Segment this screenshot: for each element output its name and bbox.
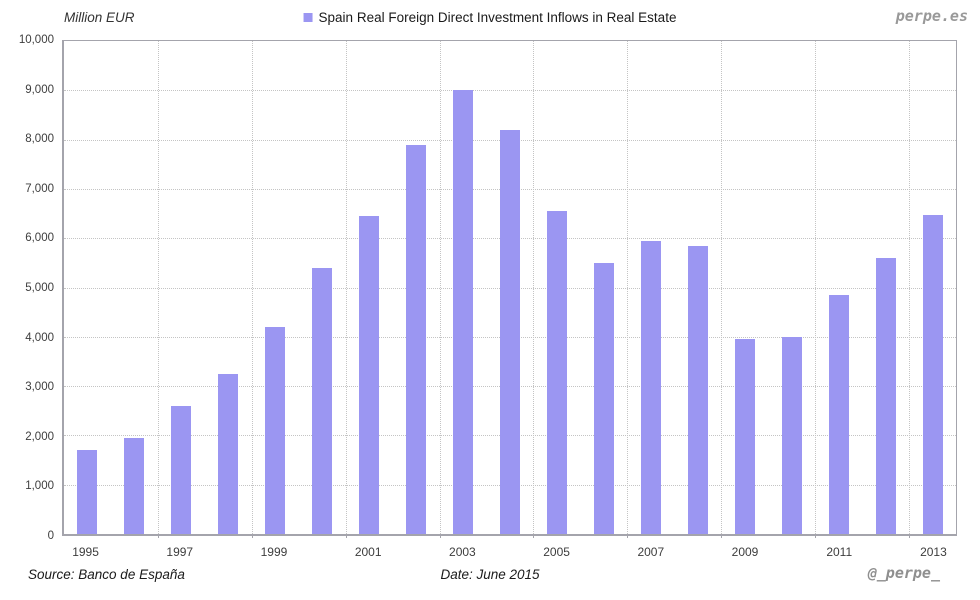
bar-1997 [171,405,192,534]
x-axis-tick [909,534,911,538]
bar-2009 [734,339,755,534]
x-axis-tick [815,534,817,538]
x-axis-tick [251,534,253,538]
x-axis-tick [721,534,723,538]
y-axis-label: 0 [47,530,54,542]
vertical-gridline [157,41,159,534]
date-note: Date: June 2015 [440,567,540,582]
x-axis-label: 2007 [637,545,665,559]
bar-2013 [922,215,943,534]
y-axis-unit-label: Million EUR [64,10,135,25]
y-axis-label: 9,000 [25,83,54,96]
y-axis-label: 2,000 [25,430,54,443]
y-axis-label: 4,000 [25,331,54,344]
bar-2011 [828,294,849,534]
bar-2008 [687,245,708,534]
bar-2004 [500,129,520,534]
bar-1996 [124,437,145,534]
x-axis-tick [439,534,441,538]
x-axis-label: 2013 [920,545,947,559]
legend-label: Spain Real Foreign Direct Investment Inf… [318,10,677,25]
y-axis-label: 8,000 [25,133,54,146]
vertical-gridline [345,41,347,534]
y-axis-label: 5,000 [25,282,54,294]
y-axis-label: 10,000 [18,34,54,46]
source-note: Source: Banco de España [28,567,185,582]
bar-2006 [593,262,614,534]
bar-2003 [453,90,474,534]
bar-2002 [406,144,427,534]
vertical-gridline [533,41,535,534]
x-axis-label: 2005 [543,545,570,559]
plot-area [62,40,957,538]
horizontal-gridline [64,90,956,92]
twitter-handle: @_perpe_ [867,564,940,582]
bar-2000 [312,267,333,534]
x-axis-tick [627,534,629,538]
vertical-gridline [721,41,723,534]
y-axis-label: 7,000 [25,182,54,195]
vertical-gridline [251,41,253,534]
x-axis-label: 2011 [826,545,853,559]
chart-legend: Spain Real Foreign Direct Investment Inf… [303,10,677,25]
y-axis-label: 6,000 [25,232,54,245]
bar-2001 [359,216,380,534]
vertical-gridline [815,41,817,534]
x-axis-tick [345,534,347,538]
bar-1999 [265,326,286,534]
bar-2010 [781,336,802,534]
y-axis-label: 3,000 [25,381,54,394]
x-axis-label: 2001 [354,545,382,559]
bar-1995 [77,450,98,534]
x-axis-label: 1997 [166,545,194,559]
brand-watermark: perpe.es [895,7,968,25]
x-axis-tick [533,534,535,538]
vertical-gridline [439,41,441,534]
vertical-gridline [909,41,911,534]
x-axis-label: 2009 [731,545,759,559]
bar-2005 [546,211,567,534]
x-axis-label: 2003 [449,545,476,559]
legend-swatch-icon [303,13,313,22]
bar-2007 [640,240,661,534]
x-axis-tick [157,534,159,538]
bar-1998 [218,373,239,534]
bar-2012 [875,257,896,534]
x-axis-label: 1995 [72,545,99,559]
x-axis-label: 1999 [260,545,288,559]
y-axis-label: 1,000 [25,480,54,493]
vertical-gridline [627,41,629,534]
